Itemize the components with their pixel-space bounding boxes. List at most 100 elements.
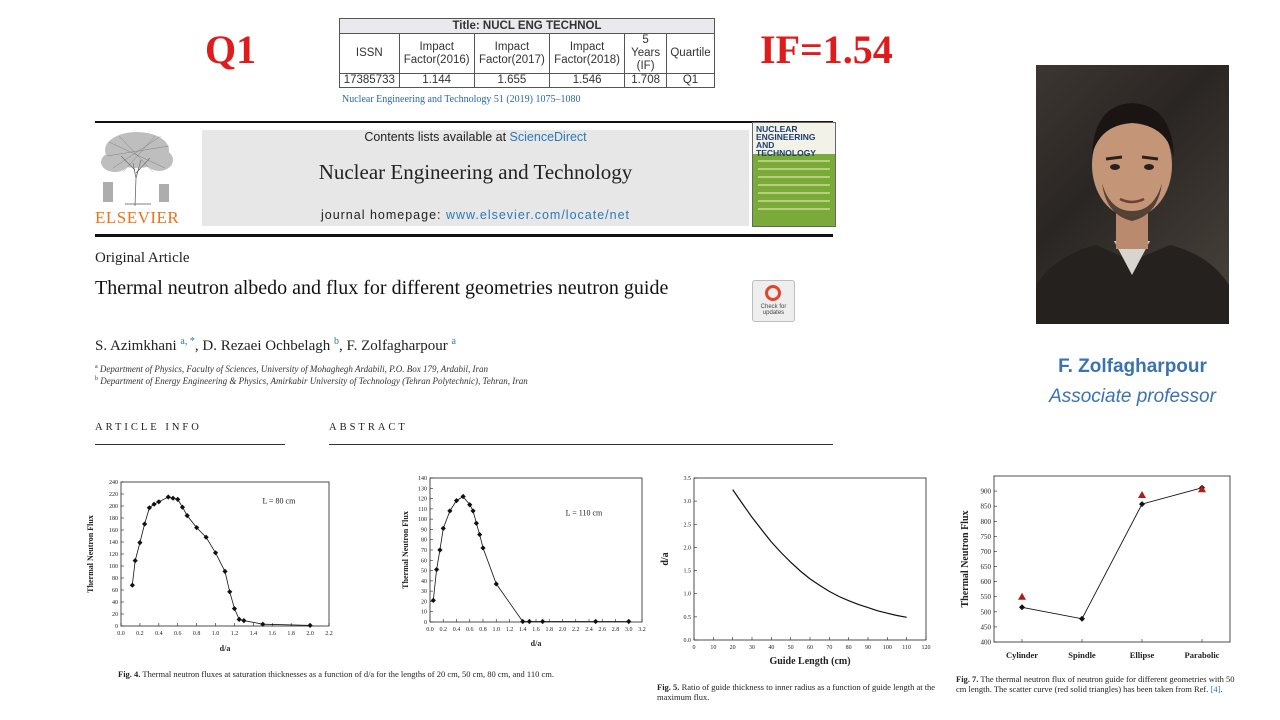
y-tick-label: 110 <box>418 507 427 513</box>
y-tick-label: 70 <box>421 548 427 554</box>
caption-text: Thermal neutron fluxes at saturation thi… <box>140 669 554 679</box>
x-tick-label: 90 <box>865 645 871 651</box>
y-tick-label: 0.5 <box>684 615 692 621</box>
article-type: Original Article <box>95 250 190 266</box>
x-tick-label: 1.0 <box>493 627 501 633</box>
caption-ref-link[interactable]: [4] <box>1210 684 1221 694</box>
abstract-rule <box>329 444 833 445</box>
x-tick-label: 80 <box>846 645 852 651</box>
y-tick-label: 140 <box>109 540 118 546</box>
plot-frame <box>429 477 643 623</box>
elsevier-tree-logo <box>95 128 181 207</box>
impact-table-cell: 17385733 <box>339 73 400 88</box>
author-card-role: Associate professor <box>1049 386 1216 407</box>
article-info-rule <box>95 444 285 445</box>
affiliation-sup: a <box>95 364 98 370</box>
x-tick-label: 0 <box>693 645 696 651</box>
x-tick-label: 10 <box>710 645 716 651</box>
cover-line <box>758 168 830 170</box>
x-tick-label: 1.4 <box>519 627 527 633</box>
x-tick-label: 0.0 <box>426 627 434 633</box>
y-tick-label: 700 <box>981 548 992 556</box>
y-tick-label: 2.0 <box>684 545 692 551</box>
cover-line <box>758 160 830 162</box>
author-sup[interactable]: a <box>451 336 456 347</box>
quartile-badge: Q1 <box>205 27 257 72</box>
caption-text: Ratio of guide thickness to inner radius… <box>657 682 936 702</box>
y-axis-label: Thermal Neutron Flux <box>86 515 95 593</box>
y-tick-label: 80 <box>421 538 427 544</box>
contents-line: Contents lists available at ScienceDirec… <box>202 130 749 144</box>
y-axis-label: Thermal Neutron Flux <box>960 510 971 607</box>
impact-table-header: Quartile <box>666 33 715 74</box>
x-tick-label: 1.6 <box>269 631 277 637</box>
x-category-label: Parabolic <box>1185 650 1220 660</box>
sciencedirect-link[interactable]: ScienceDirect <box>509 130 587 144</box>
x-tick-label: 1.2 <box>506 627 514 633</box>
x-tick-label: 1.4 <box>250 631 258 637</box>
journal-homepage: journal homepage: www.elsevier.com/locat… <box>202 208 749 222</box>
plot-frame <box>693 477 927 641</box>
data-point <box>227 589 233 595</box>
cover-line <box>758 200 830 202</box>
author-list: S. Azimkhani a, *, D. Rezaei Ochbelagh b… <box>95 336 456 355</box>
author-name[interactable]: F. Zolfagharpour <box>346 338 448 354</box>
y-tick-label: 800 <box>981 518 992 526</box>
journal-title: Nuclear Engineering and Technology <box>318 160 633 184</box>
author-sup[interactable]: a, * <box>180 336 195 347</box>
author-name[interactable]: S. Azimkhani <box>95 338 177 354</box>
x-tick-label: 0.6 <box>466 627 474 633</box>
reference-point <box>1138 491 1146 499</box>
data-point <box>540 618 546 625</box>
homepage-link[interactable]: www.elsevier.com/locate/net <box>446 208 631 222</box>
data-point <box>437 547 443 553</box>
y-tick-label: 650 <box>981 563 992 571</box>
fig7-caption: Fig. 7. The thermal neutron flux of neut… <box>956 674 1240 694</box>
caption-label: Fig. 7. <box>956 674 979 684</box>
series-line <box>732 489 907 618</box>
x-tick-label: 3.2 <box>638 627 646 633</box>
y-axis-label: Thermal Neutron Flux <box>401 511 410 589</box>
fig5-chart: 0 10 20 30 40 50 60 70 80 90 100 110 120 0.0 0.5 1.0 1.5… <box>656 466 938 674</box>
author-sup[interactable]: b <box>333 336 339 347</box>
impact-table-cell: 1.655 <box>473 73 551 88</box>
y-tick-label: 220 <box>109 492 118 498</box>
x-tick-label: 0.4 <box>155 631 163 637</box>
affiliation-text: Department of Energy Engineering & Physi… <box>100 376 528 386</box>
x-tick-label: 2.2 <box>572 627 580 633</box>
x-category-label: Cylinder <box>1006 650 1038 660</box>
y-tick-label: 240 <box>109 480 118 486</box>
x-tick-label: 2.6 <box>599 627 607 633</box>
author-photo <box>1036 65 1229 324</box>
x-tick-label: 70 <box>826 645 832 651</box>
journal-cover[interactable]: NUCLEAR ENGINEERING AND TECHNOLOGY <box>752 122 836 227</box>
author-sep: , <box>194 338 203 354</box>
y-tick-label: 900 <box>981 488 992 496</box>
series-line <box>131 496 311 626</box>
y-tick-label: 0 <box>424 620 427 626</box>
plot-frame <box>993 475 1231 643</box>
data-point <box>493 581 499 587</box>
x-tick-label: 30 <box>749 645 755 651</box>
y-tick-label: 550 <box>981 593 992 601</box>
article-info-heading: ARTICLE INFO <box>95 422 202 433</box>
check-for-updates-button[interactable]: Check for updates <box>752 280 795 322</box>
x-tick-label: 0.2 <box>136 631 144 637</box>
elsevier-wordmark: ELSEVIER <box>95 208 180 227</box>
impact-factor-table: Title: NUCL ENG TECHNOL ISSN Impact Fact… <box>339 18 715 88</box>
data-point <box>460 493 466 500</box>
x-tick-label: 60 <box>807 645 813 651</box>
x-tick-label: 2.8 <box>612 627 620 633</box>
author-name[interactable]: D. Rezaei Ochbelagh <box>202 338 331 354</box>
x-tick-label: 3.0 <box>625 627 633 633</box>
x-tick-label: 100 <box>883 645 892 651</box>
y-tick-label: 600 <box>981 578 992 586</box>
data-point <box>430 597 436 603</box>
x-tick-label: 1.8 <box>287 631 295 637</box>
y-tick-label: 60 <box>112 588 118 594</box>
y-tick-label: 100 <box>109 564 118 570</box>
x-tick-label: 0.8 <box>479 627 487 633</box>
data-point <box>473 520 479 526</box>
fig5-caption: Fig. 5. Ratio of guide thickness to inne… <box>657 682 939 702</box>
data-point <box>480 545 486 551</box>
